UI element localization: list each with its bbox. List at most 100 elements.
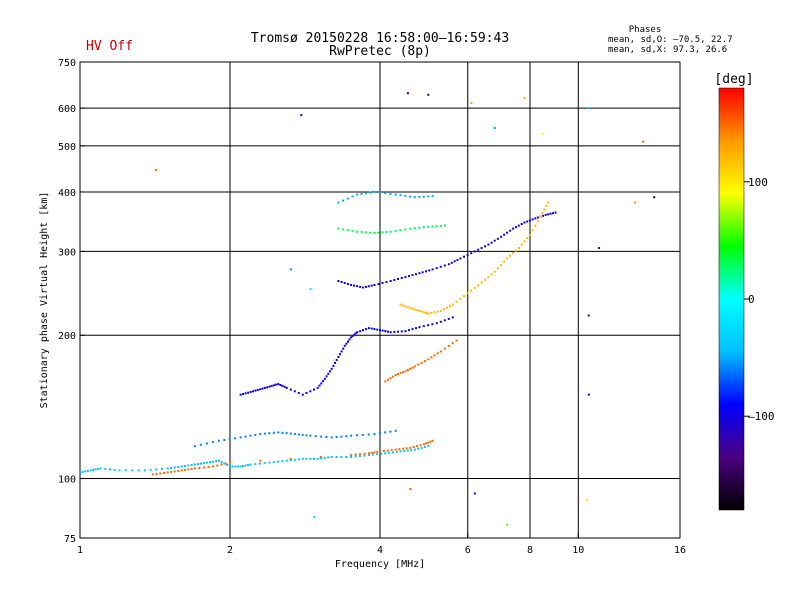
data-point — [323, 377, 326, 380]
data-point — [470, 252, 473, 255]
data-point — [517, 224, 520, 227]
data-point — [378, 432, 381, 435]
data-point — [404, 370, 407, 373]
data-point — [381, 231, 384, 234]
data-point — [159, 472, 162, 475]
data-point — [418, 326, 421, 329]
data-point — [354, 455, 357, 458]
data-point — [389, 230, 392, 233]
data-point — [301, 433, 304, 436]
data-point — [402, 371, 404, 374]
data-point — [380, 452, 383, 455]
chart-subtitle: RwPretec (8p) — [329, 44, 431, 59]
data-point — [480, 281, 483, 284]
data-point — [359, 453, 361, 456]
data-point — [249, 391, 252, 393]
data-point — [398, 448, 401, 451]
data-point — [439, 265, 442, 268]
data-point — [362, 286, 365, 289]
data-point — [422, 311, 425, 314]
data-point — [453, 260, 456, 263]
data-point — [403, 450, 406, 452]
data-point — [526, 237, 529, 240]
data-point — [409, 227, 412, 230]
data-point — [547, 201, 550, 204]
data-point — [220, 463, 223, 466]
data-point — [411, 307, 414, 310]
data-point — [363, 454, 366, 457]
data-point — [373, 232, 376, 234]
data-point — [184, 465, 186, 467]
data-point — [327, 456, 330, 459]
data-point — [381, 329, 384, 332]
data-point — [381, 282, 384, 284]
data-point — [272, 384, 275, 387]
data-point — [523, 221, 526, 224]
data-point — [439, 350, 442, 353]
data-point — [367, 433, 370, 436]
data-point — [325, 436, 328, 438]
data-point — [99, 467, 102, 470]
data-point — [411, 366, 414, 369]
data-point — [484, 245, 486, 248]
data-point — [79, 471, 81, 474]
data-point — [545, 205, 548, 208]
data-point — [373, 284, 376, 286]
data-point — [293, 390, 296, 393]
data-point — [180, 469, 183, 472]
data-point — [224, 462, 227, 465]
data-point — [193, 445, 196, 448]
data-point — [404, 194, 407, 197]
data-point — [470, 289, 473, 292]
data-point — [281, 460, 284, 463]
data-point — [289, 459, 292, 462]
data-point — [300, 114, 303, 117]
data-point — [247, 464, 250, 466]
data-point — [388, 451, 391, 454]
data-point — [305, 392, 308, 394]
data-point — [379, 450, 381, 453]
data-point — [386, 449, 389, 452]
data-point — [249, 463, 252, 466]
data-point — [339, 353, 341, 356]
data-point — [477, 284, 480, 287]
data-point — [386, 378, 389, 381]
data-point — [281, 384, 284, 387]
data-point — [443, 347, 446, 350]
data-point — [503, 260, 506, 263]
y-tick-label: 400 — [58, 188, 76, 199]
data-point — [480, 247, 483, 249]
data-point — [431, 225, 434, 228]
phase-stats-o: mean, sd,O: –70.5, 22.7 — [608, 35, 733, 45]
data-point — [365, 285, 367, 288]
data-point — [520, 223, 523, 225]
data-point — [395, 450, 398, 453]
data-point — [435, 322, 438, 325]
data-point — [500, 235, 503, 238]
x-tick-label: 2 — [227, 545, 233, 556]
data-point — [266, 386, 269, 389]
data-point — [487, 276, 490, 279]
data-point — [418, 309, 421, 312]
data-point — [408, 329, 410, 332]
data-point — [350, 336, 353, 339]
data-point — [211, 441, 214, 444]
data-point — [323, 456, 326, 459]
data-point — [443, 264, 446, 267]
data-point — [389, 280, 392, 282]
data-point — [399, 229, 402, 232]
data-point — [427, 93, 430, 96]
colorbar-gradient — [718, 87, 745, 511]
data-point — [372, 453, 374, 456]
data-point — [653, 196, 656, 199]
data-point — [89, 469, 92, 472]
data-point — [411, 328, 414, 331]
data-point — [247, 391, 250, 394]
data-point — [356, 331, 359, 334]
data-point — [493, 239, 496, 242]
data-point — [397, 373, 400, 376]
data-point — [367, 327, 370, 330]
data-point — [399, 372, 402, 375]
data-point — [217, 439, 220, 442]
data-point — [447, 344, 450, 347]
